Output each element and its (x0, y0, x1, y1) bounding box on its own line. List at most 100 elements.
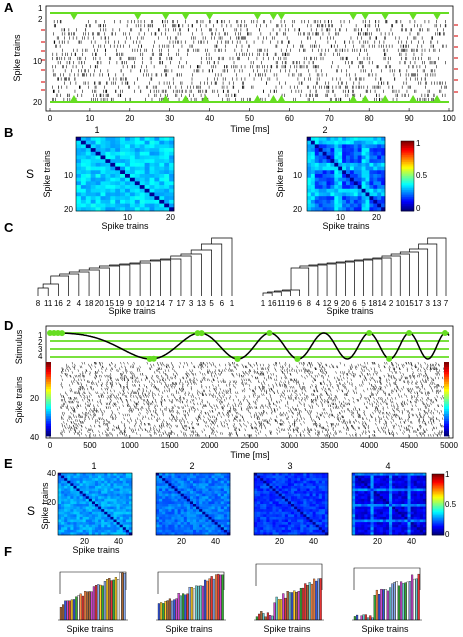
matrix-cell (330, 199, 335, 204)
spike (423, 402, 425, 406)
matrix-cell (164, 188, 170, 193)
event-marker-up (182, 95, 190, 101)
spike (78, 415, 80, 419)
panel-b2-xtick-20: 20 (372, 213, 381, 222)
matrix-cell (322, 159, 327, 164)
matrix-cell (105, 207, 111, 212)
matrix-cell (159, 162, 165, 167)
spike (66, 367, 68, 371)
spike (270, 376, 272, 380)
matrix-cell (373, 192, 378, 197)
spike (200, 411, 202, 415)
spike (375, 393, 377, 396)
spike (164, 373, 166, 376)
matrix-cell (314, 144, 319, 149)
matrix-cell (377, 170, 382, 175)
spike (114, 363, 117, 367)
spike (378, 365, 380, 369)
spike (270, 398, 273, 402)
matrix-cell (369, 185, 374, 190)
spike (131, 371, 133, 374)
spike (80, 395, 82, 398)
spike (436, 395, 438, 398)
spike (266, 371, 268, 374)
matrix-cell (85, 162, 91, 167)
spike (391, 363, 393, 367)
matrix-cell (159, 159, 165, 164)
spike (242, 374, 245, 378)
matrix-cell (307, 166, 312, 171)
spike (94, 413, 97, 417)
spike (270, 376, 272, 380)
matrix-cell (369, 203, 374, 208)
spike (122, 389, 124, 393)
spike (270, 397, 272, 400)
spike (165, 384, 167, 387)
spike (161, 398, 163, 402)
x-tick-label: 30 (165, 114, 174, 123)
spike (351, 410, 353, 413)
spike (379, 397, 381, 400)
colorbar-step (401, 169, 414, 172)
spike (162, 376, 164, 380)
spike (360, 395, 362, 398)
panel-a-raster (51, 20, 447, 102)
spike (159, 371, 161, 374)
matrix-cell (334, 177, 339, 182)
spike (338, 406, 340, 409)
leaf-label: 6 (220, 299, 225, 308)
matrix-cell (338, 177, 343, 182)
spike (115, 378, 117, 382)
matrix-cell (125, 181, 131, 186)
spike (373, 387, 375, 391)
matrix-cell (322, 151, 327, 156)
spike (110, 373, 112, 376)
spike (385, 402, 388, 406)
spike (194, 373, 197, 376)
matrix-cell (159, 199, 165, 204)
spike (377, 389, 379, 393)
matrix-cell (318, 144, 323, 149)
spike (442, 413, 444, 417)
spike (328, 387, 331, 391)
spike (247, 400, 249, 404)
spike (175, 389, 178, 393)
matrix-cell (365, 177, 370, 182)
matrix-cell (326, 192, 331, 197)
colorbar-step (401, 184, 414, 187)
matrix-cell (310, 151, 316, 156)
spike (109, 363, 111, 367)
crossing-marker (266, 330, 273, 337)
spike (238, 373, 241, 376)
spike (425, 373, 427, 376)
spike (72, 406, 74, 409)
spike (292, 411, 294, 415)
spike (415, 404, 417, 408)
spike (105, 406, 108, 409)
spike (198, 415, 200, 419)
matrix-cell (369, 177, 374, 182)
matrix-cell (349, 185, 355, 190)
spike (98, 374, 101, 378)
matrix-cell (357, 185, 362, 190)
spike (249, 363, 251, 367)
spike (182, 384, 184, 387)
panel-b-ylabel-2: Spike trains (275, 150, 285, 198)
spike (74, 391, 76, 395)
spike (134, 380, 136, 383)
matrix-cell (353, 188, 358, 193)
spike (279, 406, 281, 409)
spike (423, 410, 425, 413)
spike (243, 397, 245, 400)
spike (182, 376, 184, 380)
matrix-cell (361, 177, 366, 182)
spike (135, 406, 137, 409)
matrix-cell (134, 159, 140, 164)
spike (393, 367, 395, 371)
spike (147, 398, 149, 402)
matrix-cell (381, 162, 386, 167)
spike (239, 400, 242, 404)
spike (430, 411, 432, 415)
spike (63, 397, 65, 400)
matrix-cell (76, 170, 82, 175)
